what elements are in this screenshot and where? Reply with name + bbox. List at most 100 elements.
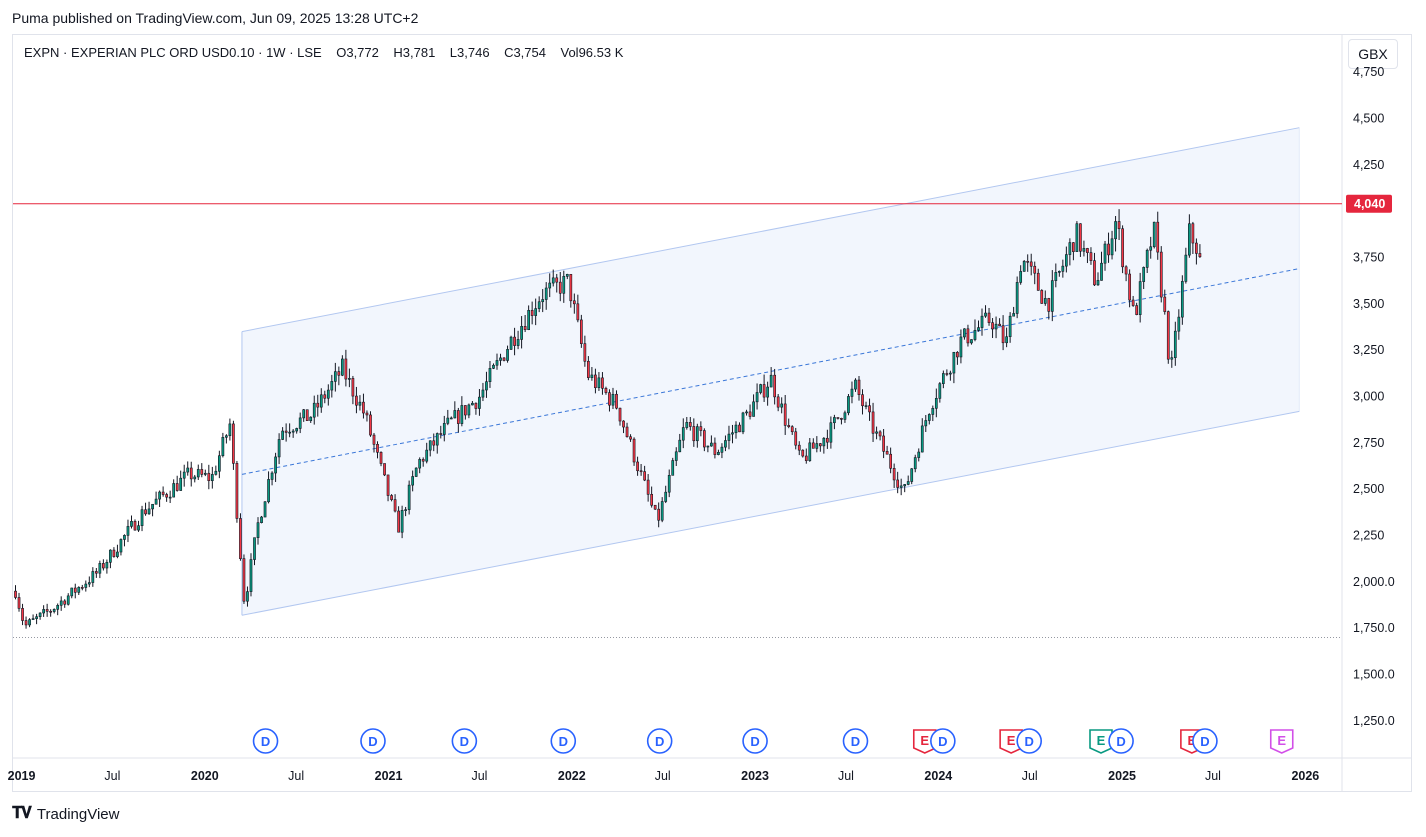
candle-body[interactable] (1068, 242, 1072, 255)
candle-body[interactable] (1145, 249, 1149, 268)
candle-body[interactable] (889, 453, 892, 469)
candle-body[interactable] (924, 420, 928, 427)
candle-body[interactable] (1177, 316, 1181, 332)
candle-body[interactable] (699, 426, 703, 431)
currency-button[interactable]: GBX (1348, 39, 1398, 69)
candle-body[interactable] (137, 525, 140, 531)
candle-body[interactable] (847, 396, 850, 414)
candle-body[interactable] (186, 467, 190, 473)
candle-body[interactable] (544, 287, 548, 300)
candle-body[interactable] (421, 459, 425, 462)
candle-body[interactable] (1131, 299, 1135, 306)
candle-body[interactable] (724, 440, 727, 448)
candle-body[interactable] (787, 425, 791, 427)
candle-body[interactable] (425, 449, 429, 462)
candle-body[interactable] (773, 374, 777, 398)
candle-body[interactable] (1195, 242, 1198, 254)
dividend-marker-icon[interactable] (1192, 728, 1218, 754)
candle-body[interactable] (1114, 221, 1117, 240)
candle-body[interactable] (383, 463, 386, 476)
candle-body[interactable] (1054, 272, 1058, 281)
candle-body[interactable] (161, 491, 165, 495)
candle-body[interactable] (365, 412, 369, 416)
candle-body[interactable] (727, 433, 731, 441)
candle-body[interactable] (509, 336, 513, 350)
candle-body[interactable] (590, 374, 594, 378)
candle-body[interactable] (1117, 221, 1121, 230)
candle-body[interactable] (692, 426, 696, 442)
candle-body[interactable] (1152, 221, 1156, 248)
candle-body[interactable] (302, 409, 306, 419)
candle-body[interactable] (31, 618, 35, 620)
candle-body[interactable] (530, 310, 534, 316)
candle-body[interactable] (1107, 243, 1110, 256)
candle-body[interactable] (35, 616, 38, 619)
candle-body[interactable] (379, 451, 383, 464)
candle-body[interactable] (861, 394, 864, 407)
candle-body[interactable] (920, 425, 924, 453)
candle-body[interactable] (449, 417, 453, 420)
candle-body[interactable] (945, 373, 949, 375)
candle-body[interactable] (1065, 254, 1068, 267)
candle-body[interactable] (558, 281, 562, 294)
candle-body[interactable] (24, 620, 28, 626)
candle-body[interactable] (601, 377, 604, 389)
candle-body[interactable] (745, 411, 748, 414)
candle-body[interactable] (762, 384, 766, 398)
earnings-marker-icon[interactable] (912, 729, 937, 754)
candle-body[interactable] (263, 501, 267, 518)
candle-body[interactable] (1170, 357, 1174, 360)
candle-body[interactable] (1026, 260, 1030, 263)
candle-body[interactable] (706, 445, 710, 448)
candle-body[interactable] (868, 405, 871, 413)
candle-body[interactable] (45, 609, 49, 612)
candle-body[interactable] (411, 476, 415, 486)
candle-body[interactable] (390, 495, 393, 500)
candle-body[interactable] (172, 483, 176, 498)
candle-body[interactable] (404, 509, 407, 511)
candle-body[interactable] (119, 539, 123, 553)
candle-body[interactable] (98, 563, 102, 574)
candle-body[interactable] (56, 605, 60, 610)
candle-body[interactable] (1198, 253, 1202, 258)
candle-body[interactable] (1163, 296, 1167, 312)
candle-body[interactable] (488, 368, 492, 382)
candle-body[interactable] (551, 277, 555, 284)
legend-symbol[interactable]: EXPN (24, 45, 60, 60)
candle-body[interactable] (632, 438, 636, 463)
candle-body[interactable] (355, 395, 358, 406)
candle-body[interactable] (228, 423, 232, 437)
candle-body[interactable] (1050, 280, 1054, 312)
candle-body[interactable] (882, 435, 885, 452)
candle-body[interactable] (801, 449, 805, 457)
candle-body[interactable] (435, 433, 439, 446)
candle-body[interactable] (105, 562, 109, 569)
candle-body[interactable] (225, 435, 228, 438)
candle-body[interactable] (1121, 228, 1124, 268)
candle-body[interactable] (608, 392, 611, 406)
candle-body[interactable] (678, 439, 682, 453)
candle-body[interactable] (594, 374, 597, 388)
candle-body[interactable] (748, 411, 752, 417)
candle-body[interactable] (1029, 261, 1033, 267)
candle-body[interactable] (87, 582, 91, 585)
candle-body[interactable] (984, 312, 987, 317)
candle-body[interactable] (857, 379, 861, 395)
candle-body[interactable] (77, 587, 81, 593)
candle-body[interactable] (738, 424, 741, 433)
candle-body[interactable] (1159, 251, 1163, 298)
candle-body[interactable] (316, 402, 320, 408)
candle-body[interactable] (1180, 281, 1184, 318)
candle-body[interactable] (963, 328, 966, 338)
candle-body[interactable] (189, 467, 193, 480)
dividend-marker-icon[interactable] (252, 728, 279, 754)
candle-body[interactable] (1022, 260, 1026, 272)
candle-body[interactable] (657, 508, 661, 521)
candle-body[interactable] (516, 339, 520, 346)
candle-body[interactable] (674, 451, 678, 461)
candle-body[interactable] (931, 408, 935, 415)
candle-body[interactable] (987, 312, 991, 323)
candle-body[interactable] (579, 319, 583, 344)
candle-body[interactable] (980, 315, 984, 328)
candle-body[interactable] (73, 587, 77, 593)
